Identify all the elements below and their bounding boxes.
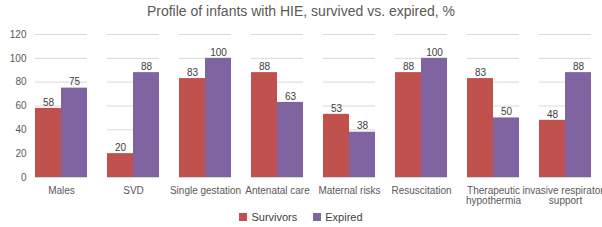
svg-text:88: 88: [403, 61, 415, 72]
svg-text:63: 63: [285, 91, 297, 102]
svg-text:83: 83: [475, 67, 487, 78]
svg-text:20: 20: [115, 142, 127, 153]
svg-text:88: 88: [141, 61, 153, 72]
svg-text:0: 0: [21, 172, 27, 183]
svg-text:38: 38: [357, 120, 369, 131]
svg-text:40: 40: [15, 124, 27, 135]
svg-text:100: 100: [426, 47, 443, 58]
svg-text:50: 50: [501, 106, 513, 117]
svg-text:invasive respiratorysupport: invasive respiratorysupport: [522, 185, 602, 206]
svg-text:Therapeutichypothermia: Therapeutichypothermia: [466, 185, 521, 206]
svg-text:88: 88: [573, 61, 585, 72]
svg-text:20: 20: [15, 148, 27, 159]
svg-text:80: 80: [15, 76, 27, 87]
html-text:Profile of infants with HIE, s: Profile of infants with HIE, survived vs…: [146, 3, 456, 19]
svg-text:60: 60: [15, 100, 27, 111]
svg-text:48: 48: [547, 109, 559, 120]
svg-text:58: 58: [43, 97, 55, 108]
svg-text:100: 100: [210, 47, 227, 58]
svg-text:Single gestation: Single gestation: [170, 185, 241, 196]
svg-text:88: 88: [259, 61, 271, 72]
svg-text:120: 120: [10, 29, 27, 40]
svg-text:53: 53: [331, 103, 343, 114]
html-text:Survivors: Survivors: [251, 211, 298, 223]
svg-text:Resuscitation: Resuscitation: [391, 185, 451, 196]
svg-text:Maternal risks: Maternal risks: [318, 185, 380, 196]
svg-text:83: 83: [187, 67, 199, 78]
svg-text:100: 100: [10, 53, 27, 64]
svg-text:75: 75: [69, 76, 81, 87]
svg-text:Males: Males: [48, 185, 75, 196]
svg-text:SVD: SVD: [123, 185, 144, 196]
html-text:Expired: Expired: [325, 211, 363, 223]
svg-text:Antenatal care: Antenatal care: [245, 185, 310, 196]
